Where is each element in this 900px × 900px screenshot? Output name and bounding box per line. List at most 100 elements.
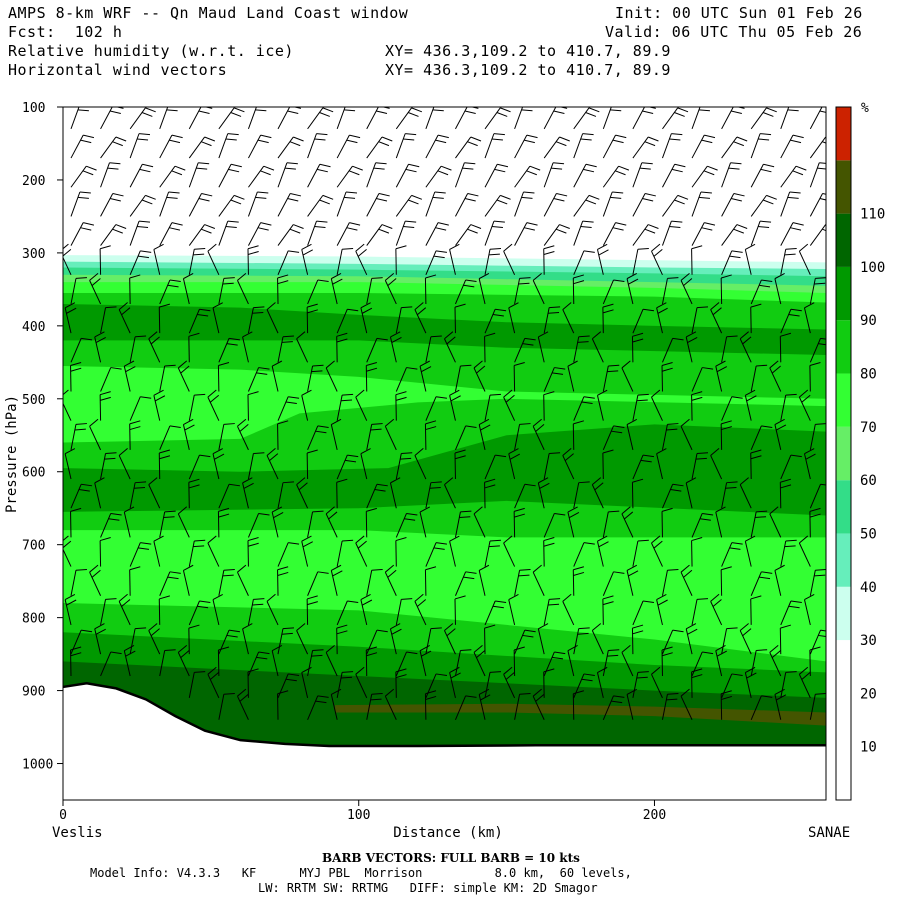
wind-barb	[301, 666, 312, 698]
physics-info: LW: RRTM SW: RRTMG DIFF: simple KM: 2D S…	[258, 881, 598, 895]
wind-barb	[153, 535, 164, 567]
wind-barb	[94, 477, 105, 509]
wind-barb	[543, 162, 565, 188]
colorbar-swatch	[836, 640, 851, 694]
wind-barb	[129, 627, 147, 655]
wind-barb	[247, 651, 270, 677]
wind-barb	[750, 695, 773, 720]
wind-barb	[691, 452, 709, 480]
wind-barb	[602, 222, 627, 246]
wind-barb	[307, 194, 334, 217]
x-tick-label: 200	[643, 808, 666, 823]
wind-barb	[129, 420, 141, 450]
wind-barb	[449, 666, 461, 698]
wind-barb	[567, 645, 578, 677]
wind-barb	[721, 192, 745, 217]
wind-barb	[237, 688, 249, 720]
wind-barb	[129, 194, 156, 217]
wind-barb	[780, 539, 797, 567]
wind-barb	[247, 191, 269, 217]
wind-barb	[809, 646, 821, 676]
wind-barb	[99, 537, 111, 567]
wind-barb	[484, 539, 502, 567]
wind-barb	[99, 391, 111, 421]
wind-barb	[425, 335, 442, 363]
wind-barb	[395, 391, 407, 421]
wind-barb	[70, 277, 87, 305]
wind-barb	[188, 192, 213, 217]
wind-barb	[721, 481, 738, 509]
wind-barb	[188, 247, 206, 275]
wind-barb	[366, 483, 388, 509]
wind-barb	[602, 134, 627, 159]
wind-barb	[307, 649, 324, 677]
wind-barb	[631, 332, 644, 363]
left-end-label: Veslis	[52, 825, 103, 841]
wind-barb	[301, 535, 313, 567]
wind-barb	[70, 629, 93, 655]
wind-barb	[159, 364, 176, 392]
wind-barb	[508, 302, 519, 334]
wind-barb	[809, 162, 826, 188]
wind-barb	[277, 136, 304, 159]
header-title: AMPS 8-km WRF -- Qn Maud Land Coast wind…	[8, 4, 409, 22]
wind-barb	[424, 566, 437, 596]
wind-barb	[129, 335, 147, 363]
wind-barb	[177, 506, 190, 538]
wind-barb	[188, 224, 216, 246]
wind-barb	[425, 107, 444, 130]
wind-barb	[118, 448, 131, 480]
wind-barb	[360, 593, 373, 626]
wind-barb	[336, 671, 354, 698]
colorbar-unit: %	[861, 101, 869, 116]
wind-barb	[514, 165, 541, 188]
wind-barb	[750, 449, 762, 480]
wind-barb	[307, 279, 329, 305]
wind-barb	[366, 224, 393, 246]
colorbar-label: 60	[860, 473, 877, 489]
wind-barb	[503, 389, 516, 421]
wind-barb	[159, 510, 176, 538]
wind-barb	[779, 478, 792, 509]
wind-barb	[809, 136, 826, 159]
wind-barb	[336, 539, 354, 567]
wind-barb	[177, 644, 190, 677]
wind-barb	[424, 690, 437, 720]
wind-barb	[395, 668, 407, 698]
wind-barb	[661, 277, 679, 305]
wind-barb	[750, 107, 777, 130]
wind-barb	[632, 539, 649, 567]
wind-barb	[543, 367, 566, 392]
wind-barb	[662, 133, 683, 159]
wind-barb	[602, 107, 622, 130]
wind-barb	[484, 600, 507, 626]
wind-barb	[153, 243, 164, 275]
wind-barb	[769, 644, 782, 677]
wind-barb	[720, 690, 732, 720]
wind-barb	[514, 568, 531, 596]
wind-barb	[384, 688, 397, 720]
wind-barb	[277, 566, 289, 596]
wind-barb	[632, 308, 655, 334]
wind-barb	[454, 695, 477, 720]
wind-barb	[769, 506, 782, 538]
y-axis-label: Pressure (hPa)	[4, 395, 20, 513]
wind-barb	[277, 335, 294, 363]
wind-barb	[325, 506, 338, 538]
wind-barb	[271, 360, 283, 392]
wind-barb	[296, 477, 309, 509]
wind-barb	[148, 477, 161, 509]
wind-barb	[237, 564, 249, 596]
wind-barb	[632, 600, 655, 626]
wind-barb	[750, 595, 762, 625]
wind-barb	[662, 194, 689, 217]
wind-barb	[188, 671, 206, 698]
wind-barb	[425, 250, 448, 275]
wind-barb	[336, 191, 358, 217]
wind-barb	[739, 331, 752, 363]
wind-barb	[384, 418, 397, 451]
colorbar-swatch	[836, 746, 851, 800]
wind-barb	[100, 452, 117, 480]
wind-barb	[750, 279, 773, 305]
wind-barb	[159, 222, 183, 246]
